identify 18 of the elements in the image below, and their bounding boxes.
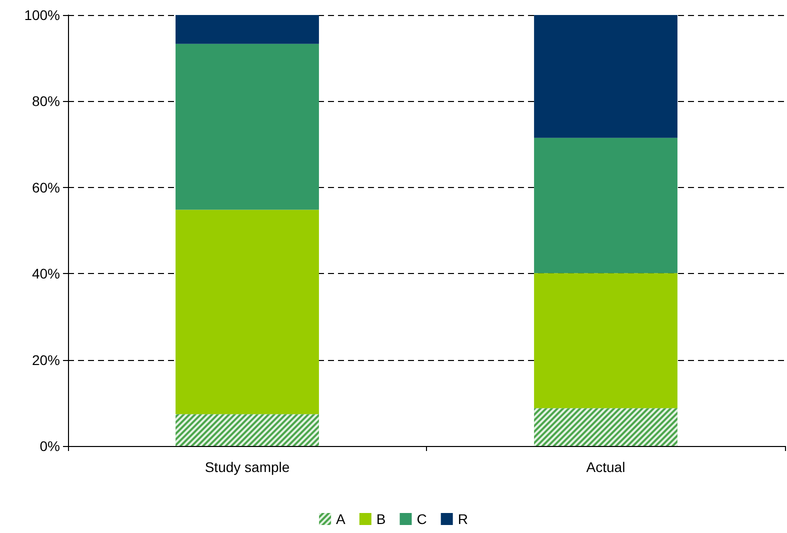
bar (534, 138, 678, 274)
bar (534, 273, 678, 408)
bar (534, 15, 678, 138)
x-tick-label: Actual (586, 459, 626, 475)
bar (176, 210, 319, 414)
legend-label: B (376, 511, 386, 527)
y-tick-label: 100% (24, 7, 60, 23)
legend-label: A (336, 511, 346, 527)
y-tick-label: 60% (32, 179, 60, 196)
x-tick-label: Study sample (204, 459, 290, 475)
bar (176, 15, 319, 44)
y-tick-label: 40% (32, 266, 60, 282)
y-tick-label: 20% (32, 352, 60, 368)
legend-label: C (416, 511, 427, 527)
y-tick-label: 80% (32, 93, 60, 110)
legend-label: R (458, 511, 468, 527)
y-tick-label: 0% (40, 438, 60, 454)
bar (176, 44, 319, 210)
